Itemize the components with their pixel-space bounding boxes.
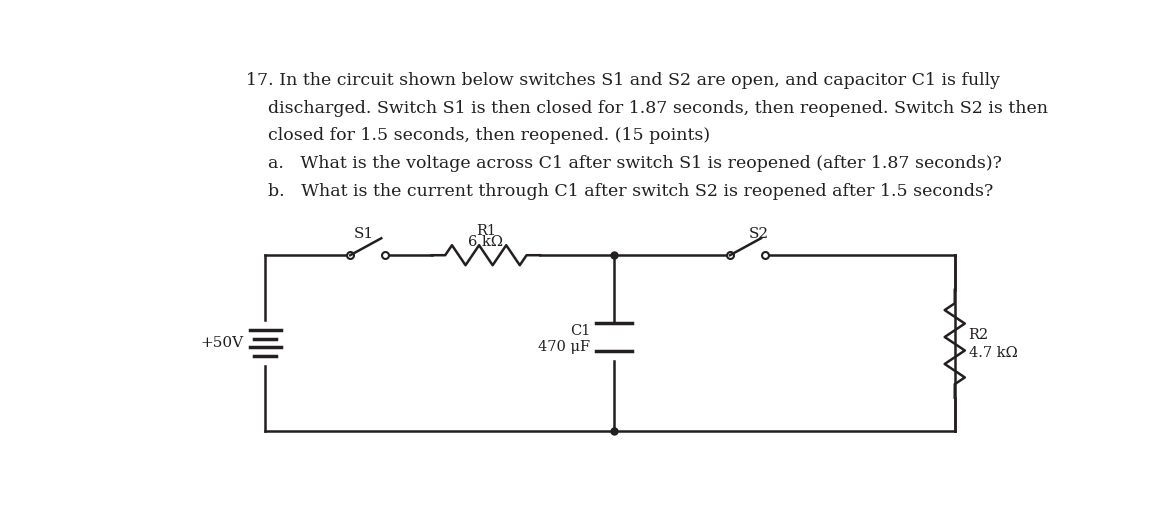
Text: b.   What is the current through C1 after switch S2 is reopened after 1.5 second: b. What is the current through C1 after … [246,183,993,200]
Text: S1: S1 [353,227,374,241]
Text: 4.7 kΩ: 4.7 kΩ [969,346,1018,360]
Text: +50V: +50V [201,336,243,350]
Text: S2: S2 [749,227,770,241]
Text: C1: C1 [570,324,590,338]
Text: 470 μF: 470 μF [539,340,590,354]
Text: R2: R2 [969,327,989,342]
Text: discharged. Switch S1 is then closed for 1.87 seconds, then reopened. Switch S2 : discharged. Switch S1 is then closed for… [246,99,1048,117]
Text: 6 kΩ: 6 kΩ [468,235,503,249]
Text: a.   What is the voltage across C1 after switch S1 is reopened (after 1.87 secon: a. What is the voltage across C1 after s… [246,155,1001,172]
Text: closed for 1.5 seconds, then reopened. (15 points): closed for 1.5 seconds, then reopened. (… [246,127,709,144]
Text: 17. In the circuit shown below switches S1 and S2 are open, and capacitor C1 is : 17. In the circuit shown below switches … [246,72,999,89]
Text: R1: R1 [476,224,496,238]
